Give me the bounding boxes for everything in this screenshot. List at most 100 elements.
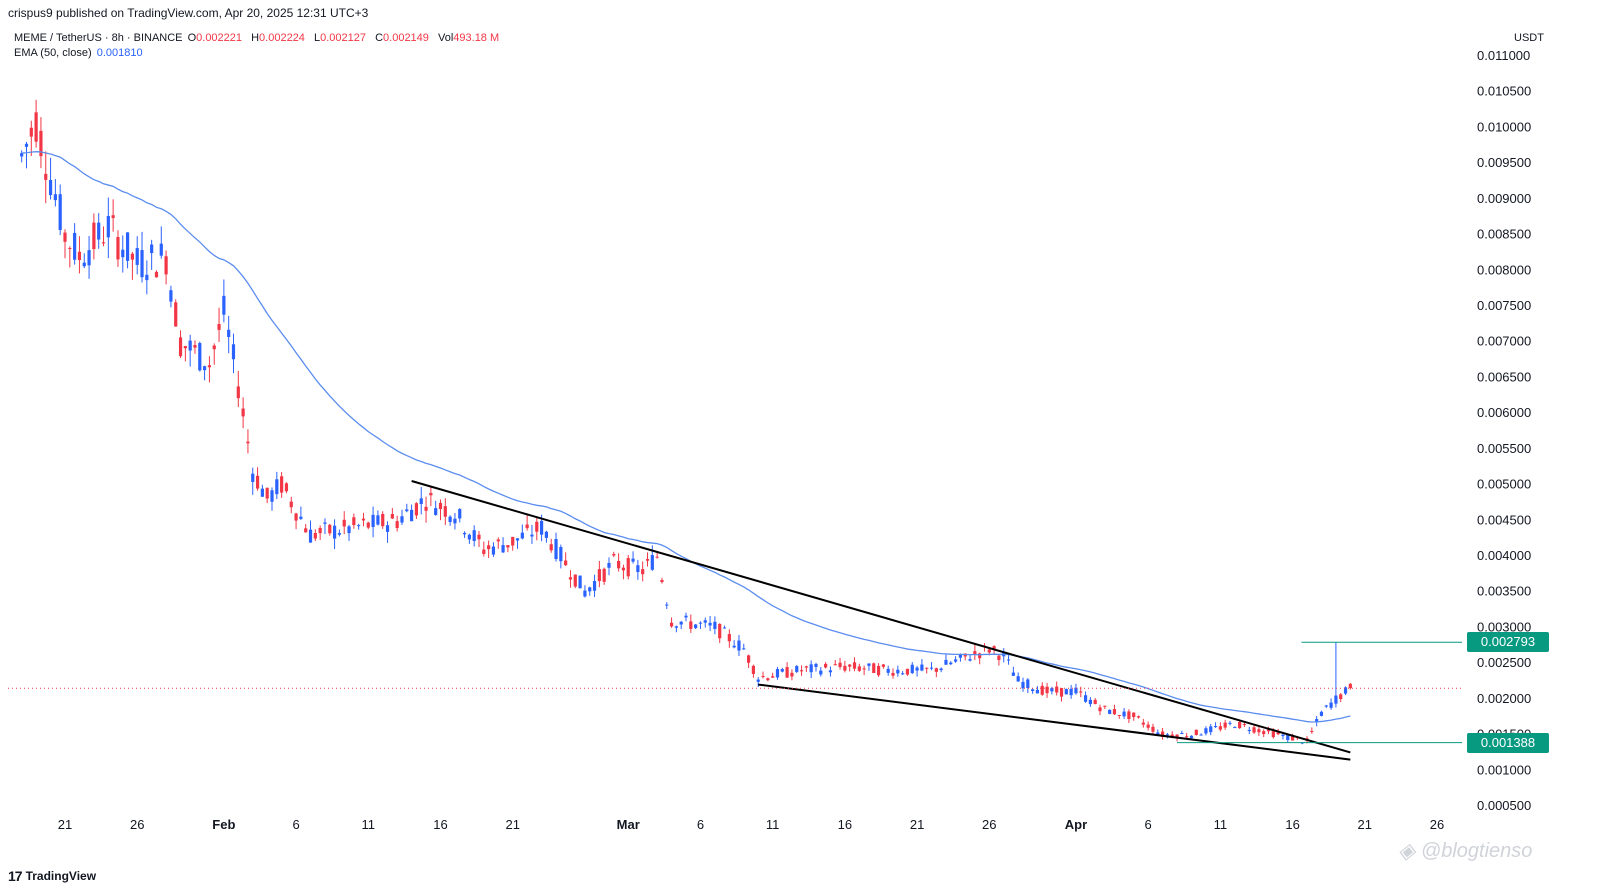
candle-body [1242,724,1247,726]
tradingview-logo-mark: 17 [8,868,23,884]
candle-body [1156,732,1160,735]
candle-body [414,503,419,516]
candle-body [1238,721,1242,729]
candle-body [222,295,226,315]
upper-level-price-label: 0.002793 [1467,632,1549,653]
candle-body [438,502,443,510]
candle-body [34,112,38,142]
candle-body [746,655,751,663]
candle-body [848,664,852,667]
candle-body [357,525,361,527]
candle-body [178,337,183,357]
candle-body [1035,689,1040,694]
x-tick-label: 11 [362,817,376,832]
open-value: 0.002221 [196,32,243,44]
candle-body [313,532,317,539]
candle-body [934,668,938,672]
candle-body [549,544,553,551]
x-tick-label: 6 [292,817,299,832]
candle-body [458,509,462,519]
ema-row[interactable]: EMA (50, close) 0.001810 [14,46,505,61]
symbol-label[interactable]: MEME / TetherUS · 8h · BINANCE [14,32,183,44]
candle-body [824,663,828,668]
candle-body [506,545,510,548]
candle-body [1006,659,1011,661]
candle-body [544,531,549,538]
candle-body [270,490,274,502]
candle-body [207,365,212,368]
candle-body [159,243,163,256]
candle-body [77,251,82,261]
candle-body [174,302,178,327]
candle-body [92,222,96,250]
candle-body [405,509,409,512]
candle-body [501,545,505,553]
ema-label: EMA (50, close) [14,47,92,59]
candle-body [1257,729,1261,733]
candle-body [20,153,24,157]
candle-body [886,668,890,673]
candle-body [337,533,341,535]
candle-body [674,626,678,628]
candle-body [766,678,770,681]
x-tick-label: 26 [1430,817,1444,832]
candle-body [1161,731,1165,737]
y-tick-label: 0.003500 [1477,584,1531,599]
candle-body [559,547,563,562]
candle-body [361,518,366,521]
y-tick-label: 0.001000 [1477,762,1531,777]
candle-body [520,532,524,539]
candle-body [1021,681,1025,689]
x-tick-label: 21 [910,817,924,832]
candle-body [429,492,433,496]
candle-body [978,653,982,659]
candle-body [1127,711,1131,720]
candle-body [352,517,356,526]
candle-body [958,653,963,658]
x-tick-label: 21 [1358,817,1372,832]
candle-body [434,508,438,515]
tradingview-logo[interactable]: 17 TradingView [8,868,96,884]
y-tick-label: 0.006500 [1477,369,1531,384]
candle-body [227,329,231,338]
candle-body [255,475,260,489]
candle-body [809,664,813,673]
candle-body [193,344,197,348]
x-tick-label: Mar [617,817,640,832]
candle-body [1098,707,1102,712]
candle-body [867,663,871,666]
candle-body [915,667,919,671]
candle-body [1213,726,1218,728]
candle-body [881,664,885,667]
candle-body [1141,722,1145,725]
candle-body [1055,686,1059,693]
candle-body [130,253,134,260]
candle-body [1045,686,1049,694]
open-label: O [187,32,197,44]
candle-body [241,408,245,417]
candle-body [332,525,337,539]
candle-body [838,662,842,668]
candle-body [1334,695,1338,704]
ohlc-row: MEME / TetherUS · 8h · BINANCE O0.002221… [14,31,505,46]
candle-body [756,679,760,682]
candle-body [82,262,86,267]
candle-body [1247,729,1251,731]
candle-body [1011,672,1015,676]
candle-body [578,575,582,589]
candle-body [968,659,972,661]
candle-body [121,249,125,258]
candle-body [944,659,948,665]
candle-body [1026,679,1030,688]
candle-body [467,534,471,540]
candle-body [395,521,399,529]
candle-body [39,130,43,157]
candle-body [785,667,789,678]
candle-body [775,669,780,678]
y-tick-label: 0.005000 [1477,477,1531,492]
candle-body [198,343,202,371]
candle-body [843,665,847,671]
candle-body [29,127,33,137]
candle-body [891,672,895,676]
